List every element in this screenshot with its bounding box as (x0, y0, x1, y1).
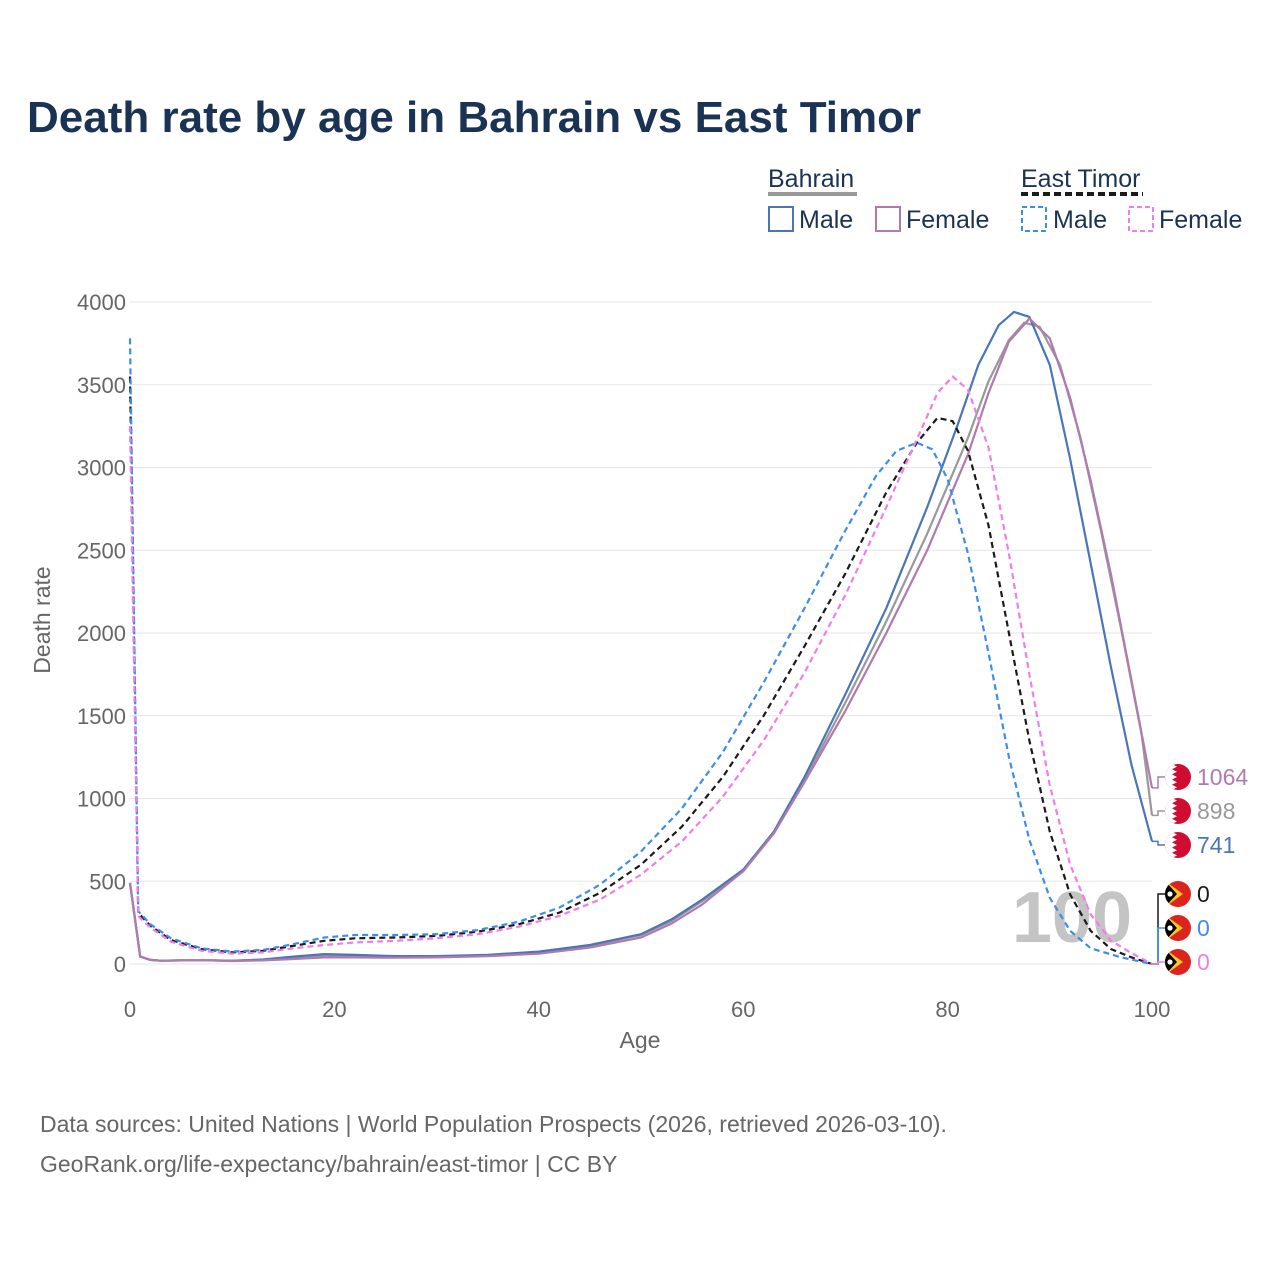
y-tick-500: 500 (89, 869, 126, 894)
legend-group-bahrain: Bahrain (768, 165, 854, 193)
bahrain-flag-icon (1165, 798, 1191, 824)
chart-title: Death rate by age in Bahrain vs East Tim… (27, 93, 921, 142)
x-tick-100: 100 (1134, 997, 1171, 1022)
x-tick-labels: 0 20 40 60 80 100 (124, 997, 1170, 1022)
east-timor-flag-icon (1165, 881, 1191, 907)
x-axis-label: Age (620, 1027, 661, 1053)
y-axis-label: Death rate (29, 566, 55, 673)
y-tick-3000: 3000 (77, 456, 126, 481)
legend-bahrain-female-swatch (875, 206, 901, 232)
y-tick-2500: 2500 (77, 538, 126, 563)
source-line-1: Data sources: United Nations | World Pop… (40, 1111, 947, 1137)
y-tick-1000: 1000 (77, 787, 126, 812)
end-label-east-timor-male: 0 (1197, 915, 1210, 941)
x-tick-0: 0 (124, 997, 136, 1022)
legend-timor-male-label: Male (1053, 206, 1107, 234)
connector-bahrain-female (1152, 776, 1166, 789)
legend-bahrain-female-label: Female (906, 206, 989, 234)
highlight-age-watermark: 100 (1012, 878, 1132, 958)
series-line-bahrain-male (128, 310, 1154, 962)
east-timor-flag-icon (1165, 915, 1191, 941)
source-line-2: GeoRank.org/life-expectancy/bahrain/east… (40, 1151, 617, 1177)
y-tick-2000: 2000 (77, 621, 126, 646)
connector-east-timor-female (1152, 961, 1166, 965)
series-line-bahrain-total (128, 321, 1154, 962)
legend-bahrain-male-label: Male (799, 206, 853, 234)
end-labels: 1064 898 741 0 0 0 (1152, 764, 1248, 975)
series-line-bahrain-female (128, 317, 1154, 963)
end-label-bahrain-male: 741 (1197, 832, 1235, 858)
connector-bahrain-total (1152, 810, 1166, 817)
legend-group-east-timor: East Timor (1021, 165, 1140, 193)
y-tick-labels: 0 500 1000 1500 2000 2500 3000 3500 4000 (77, 290, 126, 977)
x-tick-80: 80 (935, 997, 959, 1022)
series-line-east-timor-total (128, 376, 1153, 966)
x-tick-40: 40 (527, 997, 551, 1022)
bahrain-flag-icon (1165, 832, 1191, 858)
y-tick-3500: 3500 (77, 373, 126, 398)
bahrain-flag-icon (1165, 764, 1191, 790)
y-tick-1500: 1500 (77, 704, 126, 729)
end-label-bahrain-total: 898 (1197, 798, 1235, 824)
legend: Bahrain Male Female East Timor Male Fema… (768, 165, 1242, 234)
grid-lines (130, 301, 1152, 965)
end-label-east-timor-female: 0 (1197, 949, 1210, 975)
connector-east-timor-male (1152, 927, 1166, 965)
legend-timor-female-swatch (1128, 206, 1154, 232)
east-timor-flag-icon (1165, 949, 1191, 975)
legend-timor-male-swatch (1021, 206, 1047, 232)
connector-bahrain-male (1152, 840, 1166, 846)
end-label-bahrain-female: 1064 (1197, 764, 1248, 790)
connector-east-timor-total (1152, 893, 1166, 965)
y-tick-0: 0 (114, 952, 126, 977)
x-tick-60: 60 (731, 997, 755, 1022)
series-lines (128, 310, 1154, 966)
x-tick-20: 20 (322, 997, 346, 1022)
y-tick-4000: 4000 (77, 290, 126, 315)
end-label-east-timor-total: 0 (1197, 881, 1210, 907)
legend-timor-female-label: Female (1159, 206, 1242, 234)
legend-bahrain-male-swatch (768, 206, 794, 232)
series-line-east-timor-female (128, 375, 1153, 965)
series-line-east-timor-male (128, 338, 1153, 966)
